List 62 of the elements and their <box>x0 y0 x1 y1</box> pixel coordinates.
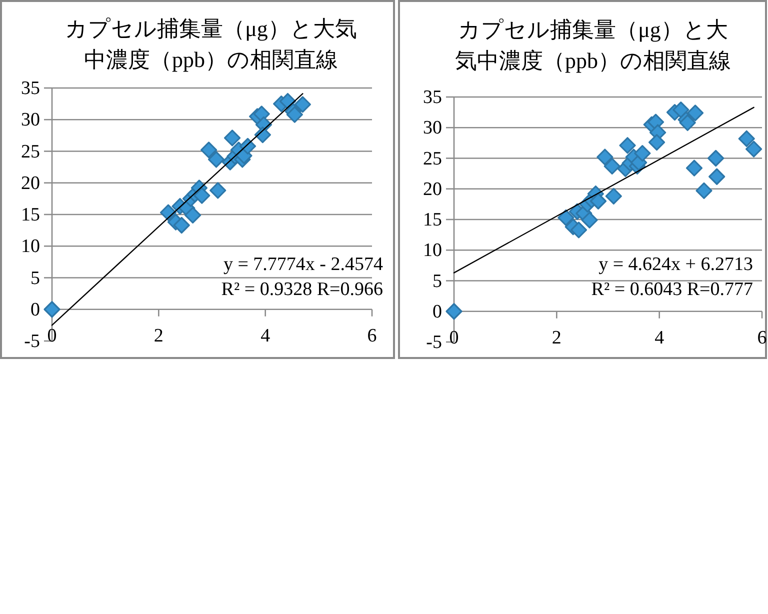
annotation: R² = 0.6043 R=0.777 <box>591 279 753 300</box>
point <box>581 212 598 228</box>
y-tick-label: 0 <box>432 301 442 322</box>
point <box>648 134 666 151</box>
y-tick-label: -5 <box>426 332 442 353</box>
x-tick-label: 4 <box>654 327 665 348</box>
point <box>686 160 703 176</box>
x-tick-label: 2 <box>154 325 164 346</box>
point <box>173 216 190 234</box>
point <box>596 148 614 166</box>
chart-title: カプセル捕集量（μg）と大気中濃度（ppb）の相関直線 <box>455 17 731 73</box>
point <box>210 182 226 199</box>
y-tick-label: 20 <box>423 178 442 200</box>
point <box>672 102 690 118</box>
point <box>294 96 311 113</box>
y-tick-label: 25 <box>423 148 442 170</box>
x-tick-label: 6 <box>757 327 767 348</box>
point <box>634 145 651 162</box>
x-tick-label: 2 <box>552 327 562 348</box>
point <box>286 106 303 123</box>
y-tick-label: 5 <box>30 268 40 289</box>
y-tick-label: 35 <box>21 78 40 99</box>
point <box>200 142 218 158</box>
point <box>590 192 607 210</box>
annotation: y = 4.624x + 6.2713 <box>598 254 753 275</box>
y-tick-label: 30 <box>21 110 40 131</box>
x-tick-label: 4 <box>260 325 271 346</box>
chart-title: カプセル捕集量（μg）と大気中濃度（ppb）の相関直線 <box>65 16 357 72</box>
point <box>224 130 241 146</box>
x-tick-label: 0 <box>449 327 459 348</box>
y-tick-label: -5 <box>24 331 40 352</box>
point <box>745 140 762 158</box>
point <box>738 130 755 147</box>
point <box>679 114 696 132</box>
y-tick-label: 30 <box>423 118 442 139</box>
x-tick-label: 0 <box>47 325 57 346</box>
x-tick-label: 6 <box>367 325 377 346</box>
point <box>619 137 636 154</box>
y-tick-label: 10 <box>423 240 442 262</box>
y-tick-label: 0 <box>30 299 40 320</box>
point <box>605 188 622 205</box>
point <box>604 158 620 175</box>
y-tick-label: 35 <box>423 87 442 108</box>
point <box>446 303 462 320</box>
point <box>558 209 574 226</box>
y-tick-label: 20 <box>21 172 40 194</box>
point <box>208 151 225 168</box>
y-tick-label: 10 <box>21 236 40 258</box>
annotation: R² = 0.9328 R=0.966 <box>221 279 383 300</box>
point <box>686 104 704 122</box>
y-tick-label: 25 <box>21 141 40 162</box>
y-tick-label: 5 <box>432 270 442 292</box>
annotation: y = 7.7774x - 2.4574 <box>223 254 384 275</box>
point <box>570 222 588 238</box>
point <box>696 182 712 200</box>
y-tick-label: 15 <box>21 204 40 226</box>
point <box>194 187 210 204</box>
point <box>184 206 202 224</box>
point <box>708 150 724 167</box>
point <box>708 168 726 185</box>
y-tick-label: 15 <box>423 210 442 230</box>
point <box>44 301 60 318</box>
